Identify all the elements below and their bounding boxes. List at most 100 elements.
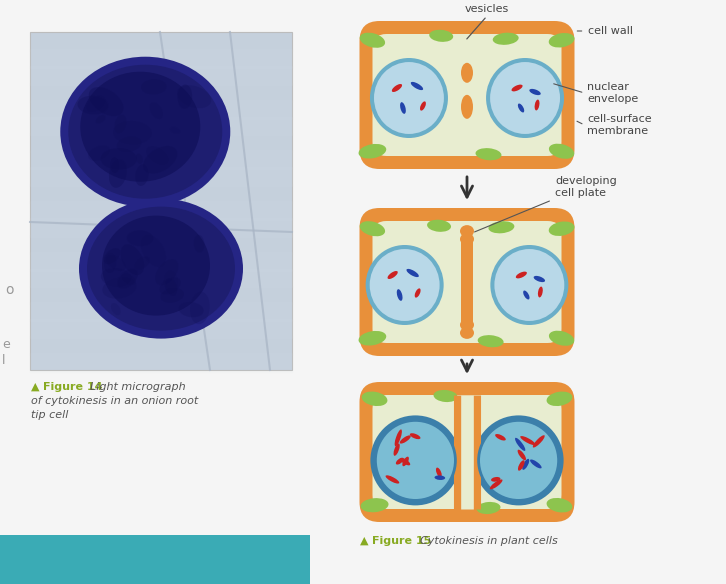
Ellipse shape: [127, 230, 153, 246]
Ellipse shape: [400, 102, 406, 114]
Ellipse shape: [190, 291, 210, 324]
Ellipse shape: [170, 127, 180, 134]
Ellipse shape: [400, 458, 410, 465]
Ellipse shape: [460, 233, 474, 245]
Ellipse shape: [109, 159, 127, 188]
Ellipse shape: [533, 435, 544, 447]
Text: e: e: [2, 339, 9, 352]
Text: tip cell: tip cell: [31, 410, 68, 420]
Ellipse shape: [460, 327, 474, 339]
Ellipse shape: [402, 457, 409, 466]
Text: vesicles: vesicles: [465, 4, 509, 14]
Ellipse shape: [490, 245, 568, 325]
Ellipse shape: [179, 302, 204, 317]
Text: nuclear
envelope: nuclear envelope: [587, 82, 639, 104]
Ellipse shape: [530, 460, 542, 468]
Ellipse shape: [81, 72, 200, 182]
Ellipse shape: [476, 148, 502, 160]
Ellipse shape: [194, 235, 205, 252]
Ellipse shape: [366, 245, 444, 325]
Ellipse shape: [135, 256, 150, 269]
Ellipse shape: [534, 276, 545, 282]
Ellipse shape: [549, 144, 574, 159]
Ellipse shape: [375, 420, 455, 500]
FancyBboxPatch shape: [372, 221, 561, 343]
Ellipse shape: [397, 289, 402, 301]
Ellipse shape: [490, 479, 502, 489]
Ellipse shape: [78, 96, 108, 114]
Ellipse shape: [141, 79, 166, 95]
Ellipse shape: [549, 331, 574, 346]
Ellipse shape: [523, 290, 529, 300]
Ellipse shape: [529, 89, 541, 95]
Ellipse shape: [393, 443, 400, 456]
Ellipse shape: [359, 221, 385, 237]
Ellipse shape: [429, 30, 453, 42]
Ellipse shape: [547, 391, 572, 406]
Ellipse shape: [96, 115, 105, 123]
Ellipse shape: [369, 248, 441, 322]
Ellipse shape: [478, 420, 558, 500]
Ellipse shape: [370, 58, 448, 138]
Ellipse shape: [101, 148, 136, 170]
Ellipse shape: [410, 433, 420, 439]
Ellipse shape: [107, 255, 126, 271]
Ellipse shape: [87, 207, 235, 331]
Ellipse shape: [141, 235, 166, 267]
Text: ▲: ▲: [359, 536, 368, 546]
Ellipse shape: [395, 429, 402, 446]
Ellipse shape: [166, 279, 177, 296]
Ellipse shape: [164, 270, 178, 294]
Ellipse shape: [104, 248, 121, 264]
Text: Light micrograph: Light micrograph: [90, 382, 186, 392]
Ellipse shape: [411, 82, 423, 90]
Ellipse shape: [420, 102, 426, 110]
Ellipse shape: [146, 146, 169, 165]
Ellipse shape: [135, 164, 149, 186]
Ellipse shape: [110, 157, 120, 173]
Ellipse shape: [518, 103, 524, 113]
Ellipse shape: [392, 84, 402, 92]
Ellipse shape: [489, 221, 514, 234]
Ellipse shape: [436, 468, 441, 477]
Ellipse shape: [521, 436, 535, 445]
Ellipse shape: [117, 269, 138, 288]
Ellipse shape: [534, 99, 539, 110]
Ellipse shape: [177, 85, 211, 108]
Text: Cytokinesis in plant cells: Cytokinesis in plant cells: [420, 536, 558, 546]
Ellipse shape: [538, 287, 543, 297]
Ellipse shape: [160, 277, 181, 294]
Ellipse shape: [359, 144, 386, 158]
Ellipse shape: [518, 460, 525, 471]
Ellipse shape: [460, 225, 474, 237]
Ellipse shape: [150, 102, 163, 119]
Ellipse shape: [473, 415, 563, 505]
Text: o: o: [5, 283, 14, 297]
Ellipse shape: [495, 434, 506, 440]
Ellipse shape: [476, 502, 500, 514]
Ellipse shape: [117, 137, 142, 152]
Ellipse shape: [88, 145, 110, 161]
Ellipse shape: [89, 87, 123, 116]
FancyBboxPatch shape: [359, 21, 574, 169]
Text: of cytokinesis in an onion root: of cytokinesis in an onion root: [31, 396, 198, 406]
FancyBboxPatch shape: [372, 395, 561, 509]
Ellipse shape: [461, 63, 473, 83]
Ellipse shape: [160, 288, 184, 303]
Ellipse shape: [433, 390, 457, 402]
Ellipse shape: [359, 33, 385, 48]
Ellipse shape: [518, 450, 526, 460]
Ellipse shape: [493, 33, 518, 45]
Ellipse shape: [400, 435, 411, 444]
Ellipse shape: [373, 61, 445, 135]
Ellipse shape: [359, 331, 386, 346]
Ellipse shape: [79, 199, 243, 339]
Text: ▲: ▲: [31, 382, 39, 392]
Ellipse shape: [104, 252, 116, 273]
Text: l: l: [2, 353, 6, 367]
Ellipse shape: [113, 121, 152, 144]
Ellipse shape: [102, 215, 210, 315]
Ellipse shape: [370, 415, 460, 505]
Ellipse shape: [522, 459, 529, 470]
Ellipse shape: [494, 248, 566, 322]
